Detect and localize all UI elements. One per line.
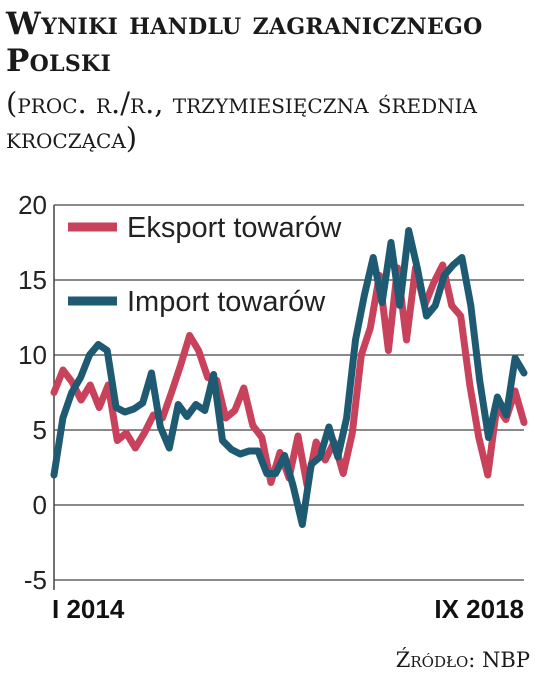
y-tick-label: 0 — [33, 490, 47, 520]
y-tick-label: -5 — [24, 565, 47, 595]
legend-label-import: Import towarów — [127, 286, 326, 318]
y-tick-label: 20 — [18, 190, 47, 220]
legend: Eksport towarów Import towarów — [68, 212, 342, 318]
series-lines — [50, 227, 528, 528]
chart-subtitle: (proc. r./r., trzymiesięczna średnia kro… — [6, 86, 478, 155]
axis: 20 15 10 5 0 -5I 2014 IX 2018 — [18, 190, 524, 624]
y-tick-label: 5 — [33, 415, 47, 445]
y-tick-label: 15 — [18, 265, 47, 295]
source-note: Źródło: NBP — [395, 648, 530, 672]
x-tick-label-end: IX 2018 — [434, 594, 524, 624]
x-tick-label-start: I 2014 — [52, 594, 125, 624]
chart-title: Wyniki handlu zagranicznego Polski — [6, 6, 483, 79]
series-line-import — [50, 227, 528, 528]
y-tick-label: 10 — [18, 340, 47, 370]
legend-label-export: Eksport towarów — [127, 212, 342, 244]
